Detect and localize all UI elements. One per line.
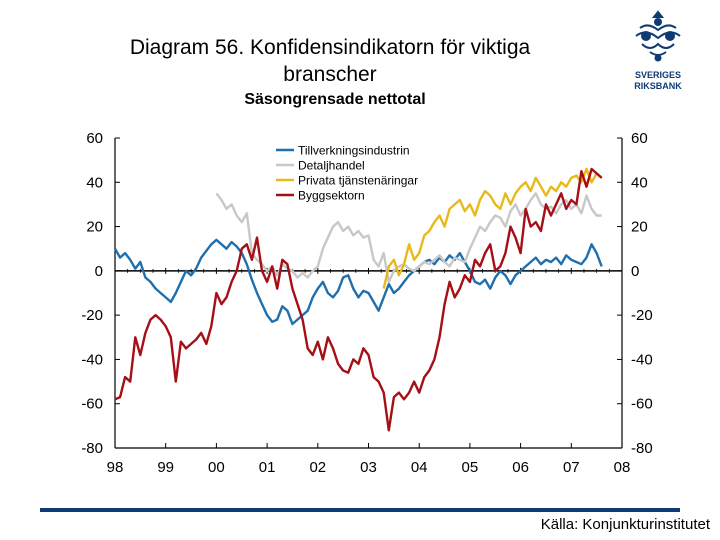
y-tick-label-right: 40	[631, 174, 648, 191]
x-tick-label: 06	[512, 459, 529, 476]
series-line-1	[113, 238, 603, 326]
y-tick-label-right: -20	[631, 307, 653, 324]
axes: 6040200-20-40-60-806040200-20-40-60-8098…	[81, 130, 652, 476]
chart-title-line-2: branscher	[283, 63, 377, 86]
x-tick-label: 98	[107, 459, 124, 476]
y-tick-label-right: 60	[631, 130, 648, 147]
x-tick-label: 99	[157, 459, 174, 476]
chart-title: Diagram 56. Konfidensindikatorn för vikt…	[40, 34, 620, 88]
y-tick-label-left: -40	[81, 351, 103, 368]
legend-label-1: Tillverkningsindustrin	[298, 144, 410, 158]
y-tick-label-right: 0	[631, 263, 639, 280]
y-tick-label-right: -60	[631, 396, 653, 413]
legend-label-3: Privata tjänstenäringar	[298, 174, 418, 188]
riksbank-crest-icon	[635, 10, 681, 62]
y-tick-label-left: -60	[81, 396, 103, 413]
x-tick-label: 05	[462, 459, 479, 476]
y-tick-label-left: 0	[95, 263, 103, 280]
series-line-4	[114, 167, 603, 432]
logo-text-line-1: SVERIGES	[635, 70, 681, 80]
y-tick-label-right: -40	[631, 351, 653, 368]
source-note: Källa: Konjunkturinstitutet	[540, 516, 710, 533]
chart-subtitle: Säsongrensade nettotal	[244, 91, 426, 108]
x-tick-label: 02	[309, 459, 326, 476]
x-tick-label: 04	[411, 459, 428, 476]
x-tick-label: 07	[563, 459, 580, 476]
x-tick-label: 01	[259, 459, 276, 476]
chart-title-line-1: Diagram 56. Konfidensindikatorn för vikt…	[129, 36, 531, 59]
y-tick-label-left: 20	[86, 219, 103, 236]
series-line-3	[382, 167, 603, 289]
x-tick-label: 08	[614, 459, 631, 476]
y-tick-label-left: -20	[81, 307, 103, 324]
series-line-2	[215, 192, 602, 284]
legend-label-2: Detaljhandel	[298, 159, 365, 173]
y-tick-label-left: 60	[86, 130, 103, 147]
footer-rule	[40, 508, 680, 512]
legend-label-4: Byggsektorn	[298, 189, 365, 203]
riksbank-logo: SVERIGES RIKSBANK	[634, 10, 682, 91]
x-tick-label: 03	[360, 459, 377, 476]
y-tick-label-right: -80	[631, 440, 653, 457]
series-lines	[113, 167, 603, 432]
x-tick-label: 00	[208, 459, 225, 476]
legend: TillverkningsindustrinDetaljhandelPrivat…	[276, 144, 418, 203]
y-tick-label-left: -80	[81, 440, 103, 457]
logo-text-line-2: RIKSBANK	[634, 81, 682, 91]
y-tick-label-right: 20	[631, 219, 648, 236]
y-tick-label-left: 40	[86, 174, 103, 191]
